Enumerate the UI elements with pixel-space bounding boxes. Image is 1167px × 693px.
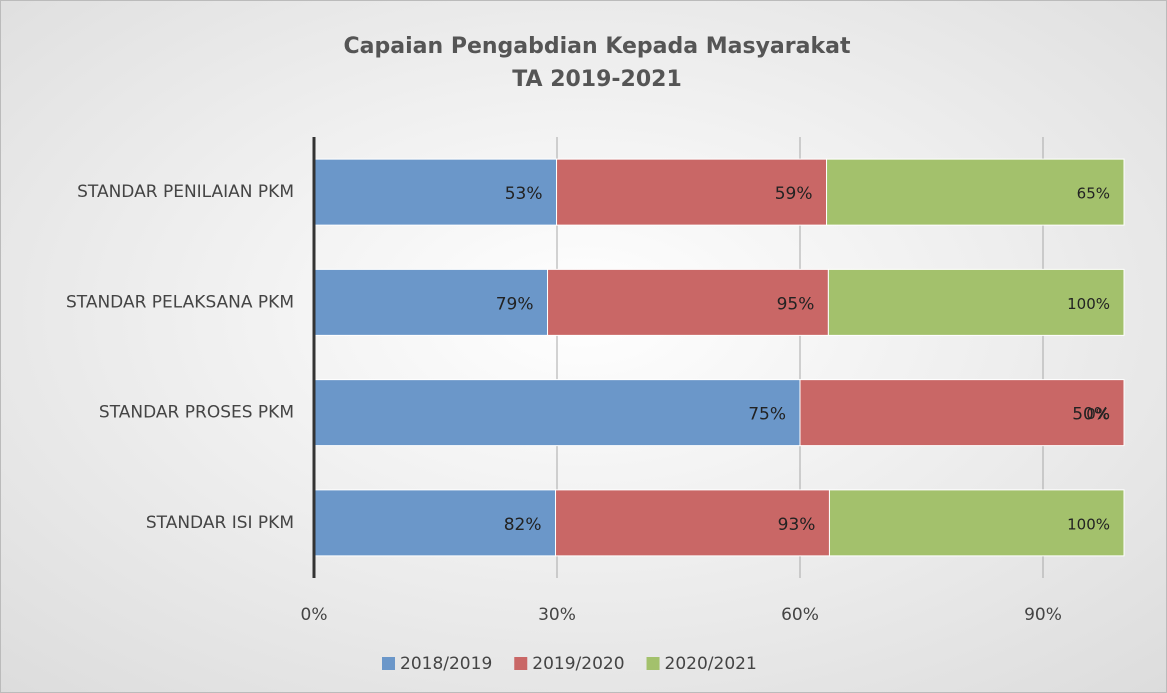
category-label: STANDAR ISI PKM	[146, 513, 294, 533]
x-tick-label: 60%	[781, 605, 819, 625]
data-label: 65%	[1077, 185, 1110, 203]
category-label: STANDAR PENILAIAN PKM	[77, 182, 294, 202]
bar-segment	[827, 268, 1125, 336]
data-label: 75%	[748, 405, 786, 425]
data-label: 50%	[1072, 405, 1110, 425]
bar-segment	[555, 489, 830, 557]
bar-segment	[799, 379, 1125, 447]
data-label: 53%	[505, 184, 543, 204]
bar-segment	[313, 158, 558, 226]
x-tick-label: 90%	[1024, 605, 1062, 625]
data-label: 95%	[777, 294, 815, 314]
data-label: 0%	[1086, 405, 1110, 423]
data-label: 100%	[1067, 295, 1110, 313]
category-label: STANDAR PROSES PKM	[99, 403, 294, 423]
legend-swatch	[646, 657, 660, 670]
chart-title: Capaian Pengabdian Kepada Masyarakat	[344, 34, 851, 59]
bar-segment	[313, 268, 549, 336]
bar-segment	[556, 158, 828, 226]
legend-label: 2018/2019	[400, 654, 492, 674]
data-label: 100%	[1067, 515, 1110, 533]
chart-title: TA 2019-2021	[512, 67, 682, 92]
bar-segment	[313, 489, 557, 557]
legend-label: 2019/2020	[532, 654, 624, 674]
bar-segment	[828, 489, 1125, 557]
legend-label: 2020/2021	[665, 654, 757, 674]
bar-segment	[826, 158, 1125, 226]
x-tick-label: 30%	[538, 605, 576, 625]
data-label: 59%	[775, 184, 813, 204]
x-tick-label: 0%	[301, 605, 328, 625]
data-label: 79%	[496, 294, 534, 314]
data-label: 93%	[778, 515, 816, 535]
legend-swatch	[514, 657, 528, 670]
bar-segment	[313, 379, 801, 447]
legend-swatch	[382, 657, 395, 670]
bar-segment	[547, 268, 829, 336]
data-label: 82%	[504, 515, 542, 535]
category-label: STANDAR PELAKSANA PKM	[66, 292, 294, 312]
